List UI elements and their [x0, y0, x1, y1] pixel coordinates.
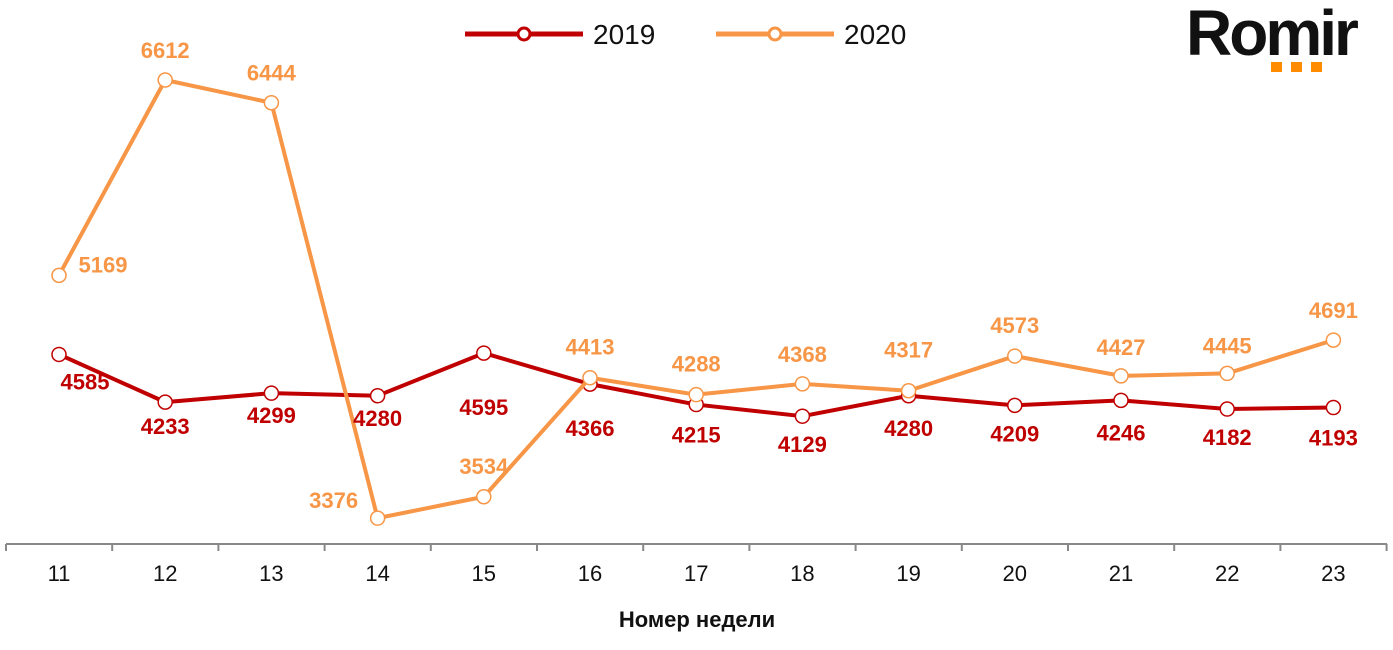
- legend-marker: [516, 26, 532, 42]
- x-tick-label: 19: [896, 561, 920, 586]
- data-label: 3376: [309, 488, 358, 513]
- logo-dots: [1271, 62, 1322, 72]
- logo-text: Romir: [1186, 0, 1359, 69]
- data-point: [476, 489, 492, 505]
- x-tick-label: 17: [684, 561, 708, 586]
- data-label: 4595: [459, 395, 508, 420]
- x-tick-label: 21: [1109, 561, 1133, 586]
- series-line-2020: [57, 78, 1334, 521]
- data-point: [688, 386, 704, 403]
- x-tick-label: 13: [259, 561, 283, 586]
- x-tick-label: 14: [365, 561, 389, 586]
- data-label: 4691: [1309, 298, 1358, 323]
- data-point: [369, 388, 386, 404]
- data-point: [1219, 401, 1235, 417]
- data-point: [157, 394, 173, 410]
- data-point: [794, 376, 811, 392]
- romir-logo: Romir: [1186, 0, 1359, 70]
- data-point: [1113, 368, 1129, 384]
- data-label: 4585: [61, 369, 110, 394]
- data-point: [1325, 332, 1342, 348]
- x-tick-label: 11: [48, 561, 71, 586]
- data-point: [794, 408, 811, 424]
- data-label: 6612: [141, 38, 190, 63]
- data-label: 4445: [1203, 333, 1252, 358]
- data-label: 4246: [1097, 420, 1146, 445]
- data-point: [582, 369, 598, 386]
- x-tick-label: 15: [472, 561, 496, 586]
- x-tick-label: 12: [153, 561, 177, 586]
- data-point: [476, 345, 492, 361]
- data-point: [51, 346, 67, 363]
- x-tick-label: 22: [1215, 561, 1239, 586]
- data-point: [1113, 392, 1129, 409]
- data-label: 4182: [1203, 425, 1252, 450]
- data-label: 4317: [884, 338, 933, 363]
- data-label: 4413: [566, 335, 615, 360]
- data-label: 4280: [884, 416, 933, 441]
- data-point: [263, 94, 280, 111]
- data-label: 4215: [672, 423, 721, 448]
- legend-label: 2020: [844, 19, 906, 50]
- data-point: [157, 72, 173, 88]
- data-label: 4233: [141, 414, 190, 439]
- x-tick-label: 16: [578, 561, 602, 586]
- series-2019: [51, 345, 1342, 424]
- data-label: 5169: [79, 252, 128, 277]
- legend-item-2020: 2020: [716, 19, 906, 50]
- data-point: [1007, 348, 1023, 364]
- x-tick-label: 18: [790, 561, 814, 586]
- data-label: 4193: [1309, 426, 1358, 451]
- data-label: 4280: [353, 406, 402, 431]
- data-label: 4427: [1097, 335, 1146, 360]
- data-label: 6444: [247, 61, 297, 86]
- data-point: [263, 385, 280, 401]
- data-point: [900, 382, 917, 399]
- legend-marker: [767, 26, 783, 42]
- x-axis-title: Номер недели: [619, 607, 775, 632]
- data-label: 4573: [990, 313, 1039, 338]
- data-point: [1325, 399, 1342, 416]
- data-point: [1219, 365, 1235, 382]
- data-point: [51, 267, 67, 284]
- data-label: 3534: [459, 454, 509, 479]
- data-label: 4288: [672, 352, 721, 377]
- x-tick-label: 23: [1321, 561, 1345, 586]
- data-label: 4129: [778, 432, 827, 457]
- data-label: 4366: [566, 416, 615, 441]
- data-point: [369, 510, 386, 526]
- data-label: 4368: [778, 342, 827, 367]
- legend-item-2019: 2019: [465, 19, 655, 50]
- x-tick-label: 20: [1003, 561, 1027, 586]
- data-label: 4299: [247, 403, 296, 428]
- legend-label: 2019: [593, 19, 655, 50]
- data-point: [1007, 397, 1023, 414]
- data-label: 4209: [990, 421, 1039, 446]
- series-2020: [51, 72, 1342, 526]
